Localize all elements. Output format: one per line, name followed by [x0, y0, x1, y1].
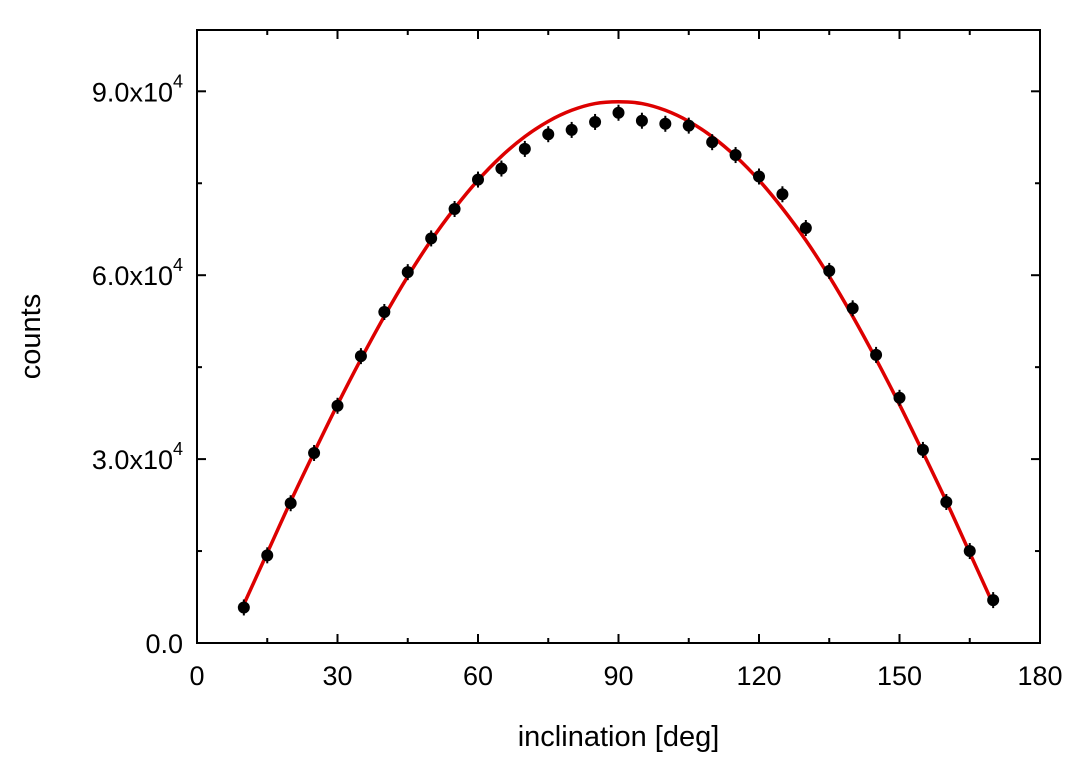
data-point	[589, 113, 602, 130]
x-tick-label: 180	[1017, 661, 1062, 691]
data-marker	[401, 266, 414, 279]
data-marker	[940, 496, 953, 509]
data-points-layer	[237, 104, 1000, 616]
data-point	[331, 397, 344, 414]
data-point	[308, 444, 321, 461]
data-marker	[237, 601, 250, 614]
data-marker	[612, 106, 625, 119]
x-axis-title: inclination [deg]	[518, 721, 720, 753]
data-marker	[682, 119, 695, 132]
data-marker	[495, 162, 508, 175]
y-tick-exponent: 4	[173, 71, 183, 91]
data-point	[354, 348, 367, 365]
data-point	[659, 115, 672, 132]
fit-curve-layer	[242, 99, 995, 606]
data-point	[378, 303, 391, 320]
y-tick-exponent: 4	[173, 439, 183, 459]
data-marker	[823, 264, 836, 277]
data-point	[706, 134, 719, 151]
data-marker	[331, 399, 344, 412]
y-tick-mantissa: 3.0x10	[92, 445, 173, 475]
data-point	[518, 140, 531, 157]
x-tick-label: 120	[736, 661, 781, 691]
data-point	[237, 599, 250, 616]
data-marker	[753, 170, 765, 183]
data-marker	[799, 221, 812, 234]
data-marker	[308, 446, 321, 459]
data-point	[542, 126, 555, 143]
data-point	[425, 230, 438, 247]
y-tick-label: 0.0	[145, 629, 183, 659]
data-point	[893, 389, 906, 406]
y-tick-mantissa: 0.0	[145, 629, 183, 659]
data-point	[753, 168, 765, 185]
data-point	[261, 547, 274, 564]
data-point	[635, 112, 648, 129]
data-marker	[565, 123, 578, 136]
data-marker	[846, 302, 859, 315]
data-marker	[706, 136, 719, 149]
data-point	[612, 104, 625, 121]
data-marker	[893, 391, 906, 404]
data-marker	[870, 348, 883, 361]
x-tick-label: 150	[877, 661, 922, 691]
data-marker	[448, 202, 461, 215]
data-point	[448, 200, 461, 217]
data-point	[870, 346, 883, 363]
plot-frame	[196, 29, 1041, 644]
x-tick-label: 60	[463, 661, 493, 691]
data-marker	[659, 117, 672, 130]
axis-ticks	[196, 30, 1041, 644]
data-point	[682, 117, 695, 134]
y-tick-exponent: 4	[173, 255, 183, 275]
data-marker	[987, 594, 1000, 607]
data-marker	[635, 114, 648, 127]
data-marker	[354, 350, 367, 363]
data-marker	[472, 173, 484, 186]
data-point	[799, 219, 812, 236]
y-tick-mantissa: 6.0x10	[92, 261, 173, 291]
data-marker	[916, 443, 929, 456]
data-marker	[542, 128, 555, 141]
data-marker	[729, 149, 742, 162]
data-point	[401, 264, 414, 281]
y-axis-title: counts	[15, 294, 47, 379]
data-marker	[589, 115, 602, 128]
y-tick-mantissa: 9.0x10	[92, 77, 173, 107]
data-marker	[776, 188, 789, 201]
data-marker	[284, 497, 297, 510]
data-point	[776, 186, 789, 203]
y-tick-label: 9.0x104	[92, 71, 183, 107]
data-marker	[425, 232, 438, 245]
data-point	[729, 147, 742, 164]
x-tick-label: 90	[603, 661, 633, 691]
data-point	[940, 494, 953, 511]
data-marker	[518, 142, 531, 155]
x-tick-label: 30	[322, 661, 352, 691]
data-point	[916, 441, 929, 458]
y-tick-label: 3.0x104	[92, 439, 183, 475]
data-marker	[261, 549, 274, 562]
data-point	[472, 171, 484, 188]
data-point	[495, 160, 508, 177]
data-marker	[963, 545, 976, 558]
data-point	[565, 121, 578, 138]
data-point	[987, 592, 1000, 609]
fit-curve	[242, 99, 995, 606]
data-point	[846, 300, 859, 317]
y-tick-label: 6.0x104	[92, 255, 183, 291]
data-point	[963, 543, 976, 560]
data-point	[823, 262, 836, 279]
x-tick-label: 0	[189, 661, 204, 691]
data-point	[284, 495, 297, 512]
data-marker	[378, 305, 391, 318]
